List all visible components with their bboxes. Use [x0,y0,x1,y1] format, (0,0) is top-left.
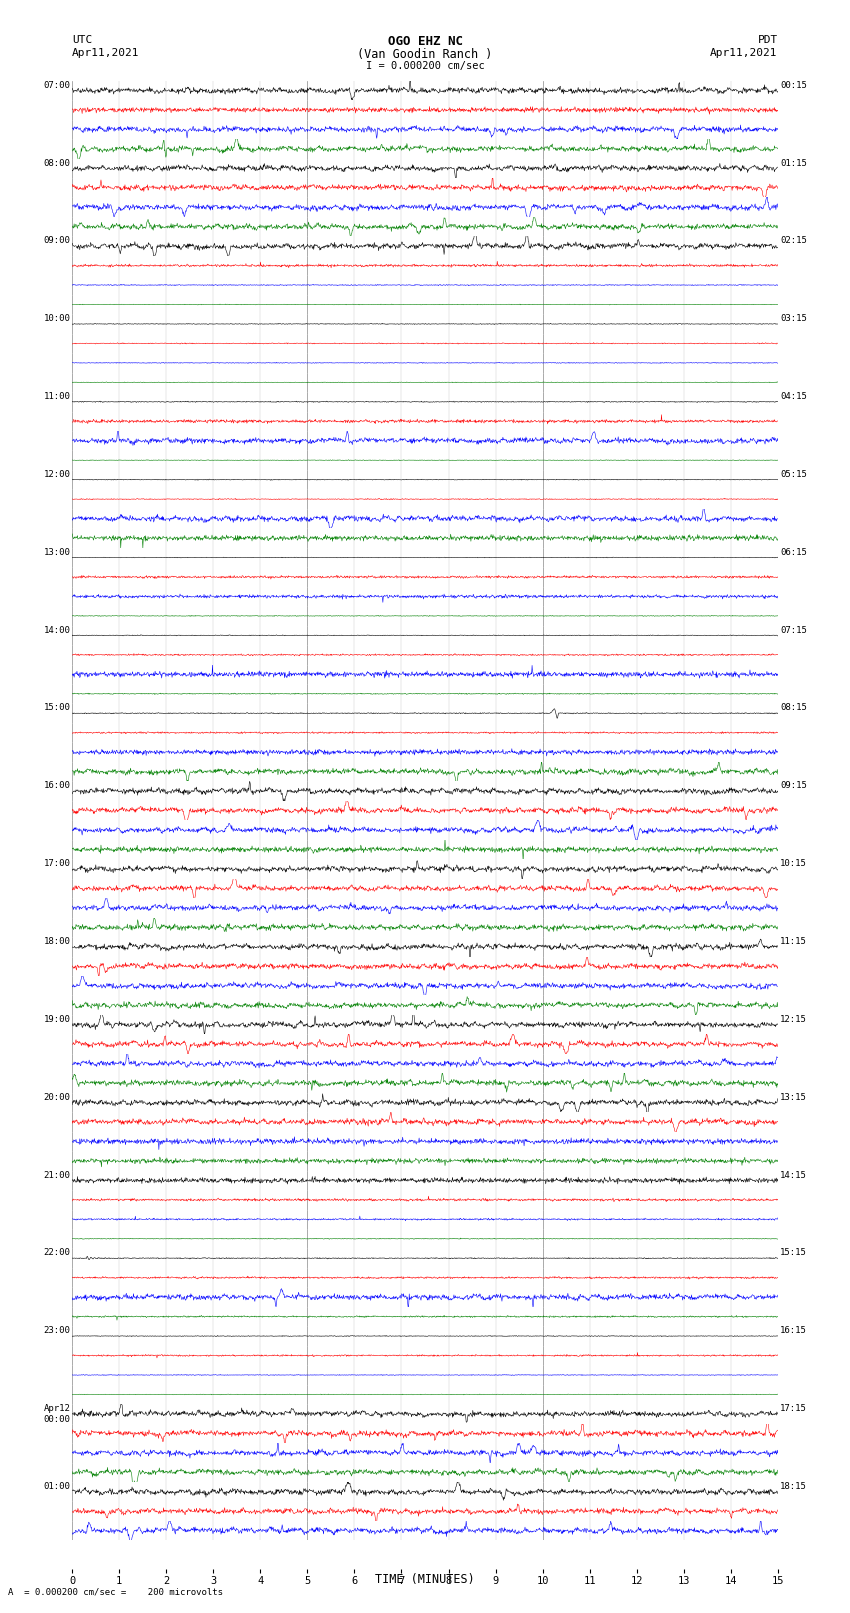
Text: 08:00: 08:00 [43,158,71,168]
Text: 19:00: 19:00 [43,1015,71,1024]
Text: 17:15: 17:15 [780,1405,808,1413]
Text: TIME (MINUTES): TIME (MINUTES) [375,1573,475,1586]
Text: 07:15: 07:15 [780,626,808,634]
Text: 12:15: 12:15 [780,1015,808,1024]
Text: 13:15: 13:15 [780,1092,808,1102]
Text: 06:15: 06:15 [780,548,808,556]
Text: 07:00: 07:00 [43,81,71,90]
Text: 15:15: 15:15 [780,1248,808,1258]
Text: 21:00: 21:00 [43,1171,71,1179]
Text: 20:00: 20:00 [43,1092,71,1102]
Text: I = 0.000200 cm/sec: I = 0.000200 cm/sec [366,61,484,71]
Text: 14:00: 14:00 [43,626,71,634]
Text: 14:15: 14:15 [780,1171,808,1179]
Text: 16:15: 16:15 [780,1326,808,1336]
Text: (Van Goodin Ranch ): (Van Goodin Ranch ) [357,48,493,61]
Text: A  = 0.000200 cm/sec =    200 microvolts: A = 0.000200 cm/sec = 200 microvolts [8,1587,224,1597]
Text: 23:00: 23:00 [43,1326,71,1336]
Text: 05:15: 05:15 [780,469,808,479]
Text: 02:15: 02:15 [780,237,808,245]
Text: 15:00: 15:00 [43,703,71,713]
Text: 09:15: 09:15 [780,781,808,790]
Text: Apr12
00:00: Apr12 00:00 [43,1405,71,1424]
Text: 16:00: 16:00 [43,781,71,790]
Text: 17:00: 17:00 [43,860,71,868]
Text: 01:00: 01:00 [43,1482,71,1490]
Text: 09:00: 09:00 [43,237,71,245]
Text: PDT: PDT [757,35,778,45]
Text: Apr11,2021: Apr11,2021 [711,48,778,58]
Text: UTC: UTC [72,35,93,45]
Text: 10:15: 10:15 [780,860,808,868]
Text: 18:15: 18:15 [780,1482,808,1490]
Text: 00:15: 00:15 [780,81,808,90]
Text: 08:15: 08:15 [780,703,808,713]
Text: Apr11,2021: Apr11,2021 [72,48,139,58]
Text: 11:00: 11:00 [43,392,71,402]
Text: 03:15: 03:15 [780,315,808,323]
Text: 11:15: 11:15 [780,937,808,947]
Text: 12:00: 12:00 [43,469,71,479]
Text: 10:00: 10:00 [43,315,71,323]
Text: 01:15: 01:15 [780,158,808,168]
Text: 18:00: 18:00 [43,937,71,947]
Text: 13:00: 13:00 [43,548,71,556]
Text: 22:00: 22:00 [43,1248,71,1258]
Text: 04:15: 04:15 [780,392,808,402]
Text: OGO EHZ NC: OGO EHZ NC [388,35,462,48]
